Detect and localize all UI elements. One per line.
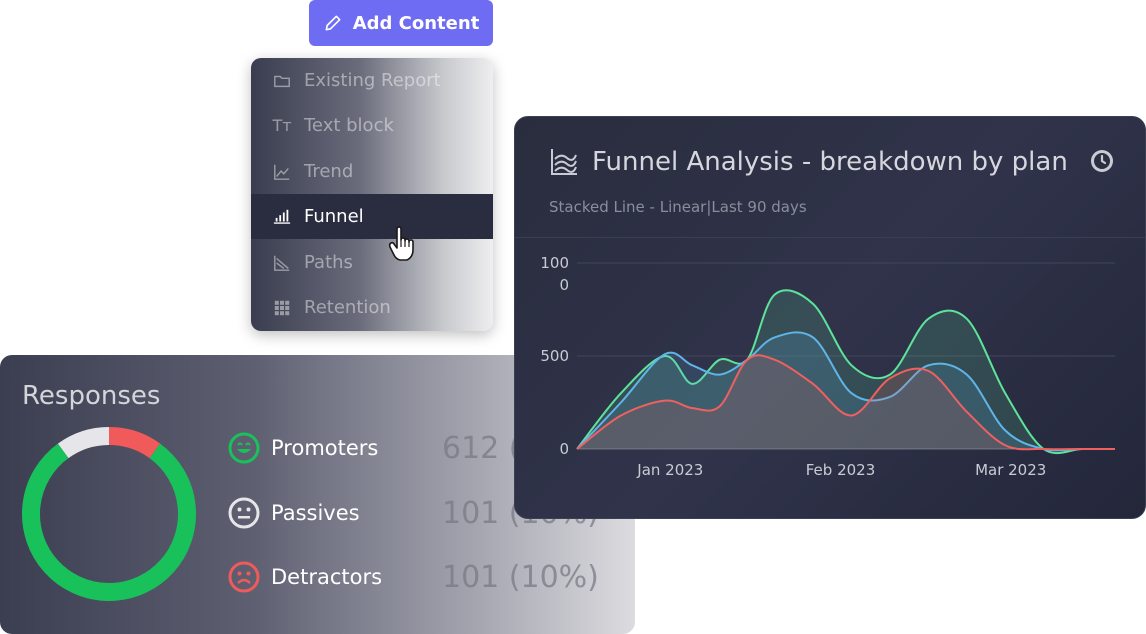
text-icon: Tт bbox=[272, 116, 292, 135]
clock-icon[interactable] bbox=[1090, 149, 1114, 173]
menu-item-label: Trend bbox=[304, 161, 354, 182]
responses-donut-chart bbox=[22, 427, 196, 601]
menu-item-funnel[interactable]: Funnel bbox=[251, 194, 493, 239]
add-content-menu: Existing Report Tт Text block Trend Funn… bbox=[251, 58, 493, 331]
trend-icon bbox=[273, 163, 291, 181]
legend-label: Promoters bbox=[271, 436, 379, 460]
hand-cursor-icon bbox=[388, 226, 414, 261]
menu-item-label: Retention bbox=[304, 297, 391, 318]
series-area-1 bbox=[577, 332, 1115, 451]
menu-item-retention[interactable]: Retention bbox=[251, 285, 493, 330]
y-tick-label: 100 bbox=[540, 254, 569, 272]
legend-label: Passives bbox=[271, 501, 360, 525]
neutral-face-icon bbox=[228, 497, 260, 529]
donut-segment-promoters bbox=[22, 443, 196, 601]
y-tick-label: 500 bbox=[540, 347, 569, 365]
x-tick-label: Mar 2023 bbox=[975, 461, 1046, 479]
responses-title: Responses bbox=[22, 381, 161, 411]
stacked-line-icon bbox=[551, 149, 577, 175]
funnel-analysis-card: Funnel Analysis - breakdown by plan Stac… bbox=[514, 116, 1146, 519]
add-content-button[interactable]: Add Content bbox=[309, 0, 493, 46]
menu-item-existing-report[interactable]: Existing Report bbox=[251, 58, 493, 103]
menu-item-trend[interactable]: Trend bbox=[251, 149, 493, 194]
grid-icon bbox=[273, 299, 291, 317]
legend-label: Detractors bbox=[271, 565, 383, 589]
smile-icon bbox=[228, 432, 260, 464]
y-tick-label: 0 bbox=[559, 276, 569, 294]
pencil-icon bbox=[325, 15, 341, 31]
series-area-0 bbox=[577, 290, 1115, 454]
donut-segment-detractors bbox=[108, 427, 161, 459]
paths-icon bbox=[273, 254, 291, 272]
menu-item-text-block[interactable]: Tт Text block bbox=[251, 103, 493, 148]
menu-item-paths[interactable]: Paths bbox=[251, 240, 493, 285]
legend-row-promoters: Promoters 612 (80%) bbox=[228, 431, 599, 466]
menu-item-label: Funnel bbox=[304, 206, 364, 227]
folder-icon bbox=[273, 72, 291, 90]
legend-value: 101 (10%) bbox=[442, 559, 599, 595]
donut-segment-passives bbox=[57, 427, 110, 459]
series-line-2 bbox=[576, 354, 1115, 451]
series-line-1 bbox=[576, 331, 1115, 452]
sad-face-icon bbox=[228, 561, 260, 593]
divider bbox=[515, 237, 1145, 238]
series-line-0 bbox=[576, 289, 1115, 455]
add-content-label: Add Content bbox=[352, 12, 480, 34]
funnel-title: Funnel Analysis - breakdown by plan bbox=[592, 147, 1068, 177]
funnel-bars-icon bbox=[273, 208, 291, 226]
menu-item-label: Paths bbox=[304, 252, 353, 273]
legend-row-detractors: Detractors 101 (10%) bbox=[228, 560, 599, 595]
x-tick-label: Feb 2023 bbox=[806, 461, 876, 479]
funnel-subtitle: Stacked Line - Linear|Last 90 days bbox=[549, 198, 807, 216]
x-tick-label: Jan 2023 bbox=[636, 461, 703, 479]
menu-item-label: Text block bbox=[304, 115, 394, 136]
menu-item-label: Existing Report bbox=[304, 70, 441, 91]
legend-row-passives: Passives 101 (10%) bbox=[228, 496, 599, 531]
y-tick-label: 0 bbox=[559, 440, 569, 458]
